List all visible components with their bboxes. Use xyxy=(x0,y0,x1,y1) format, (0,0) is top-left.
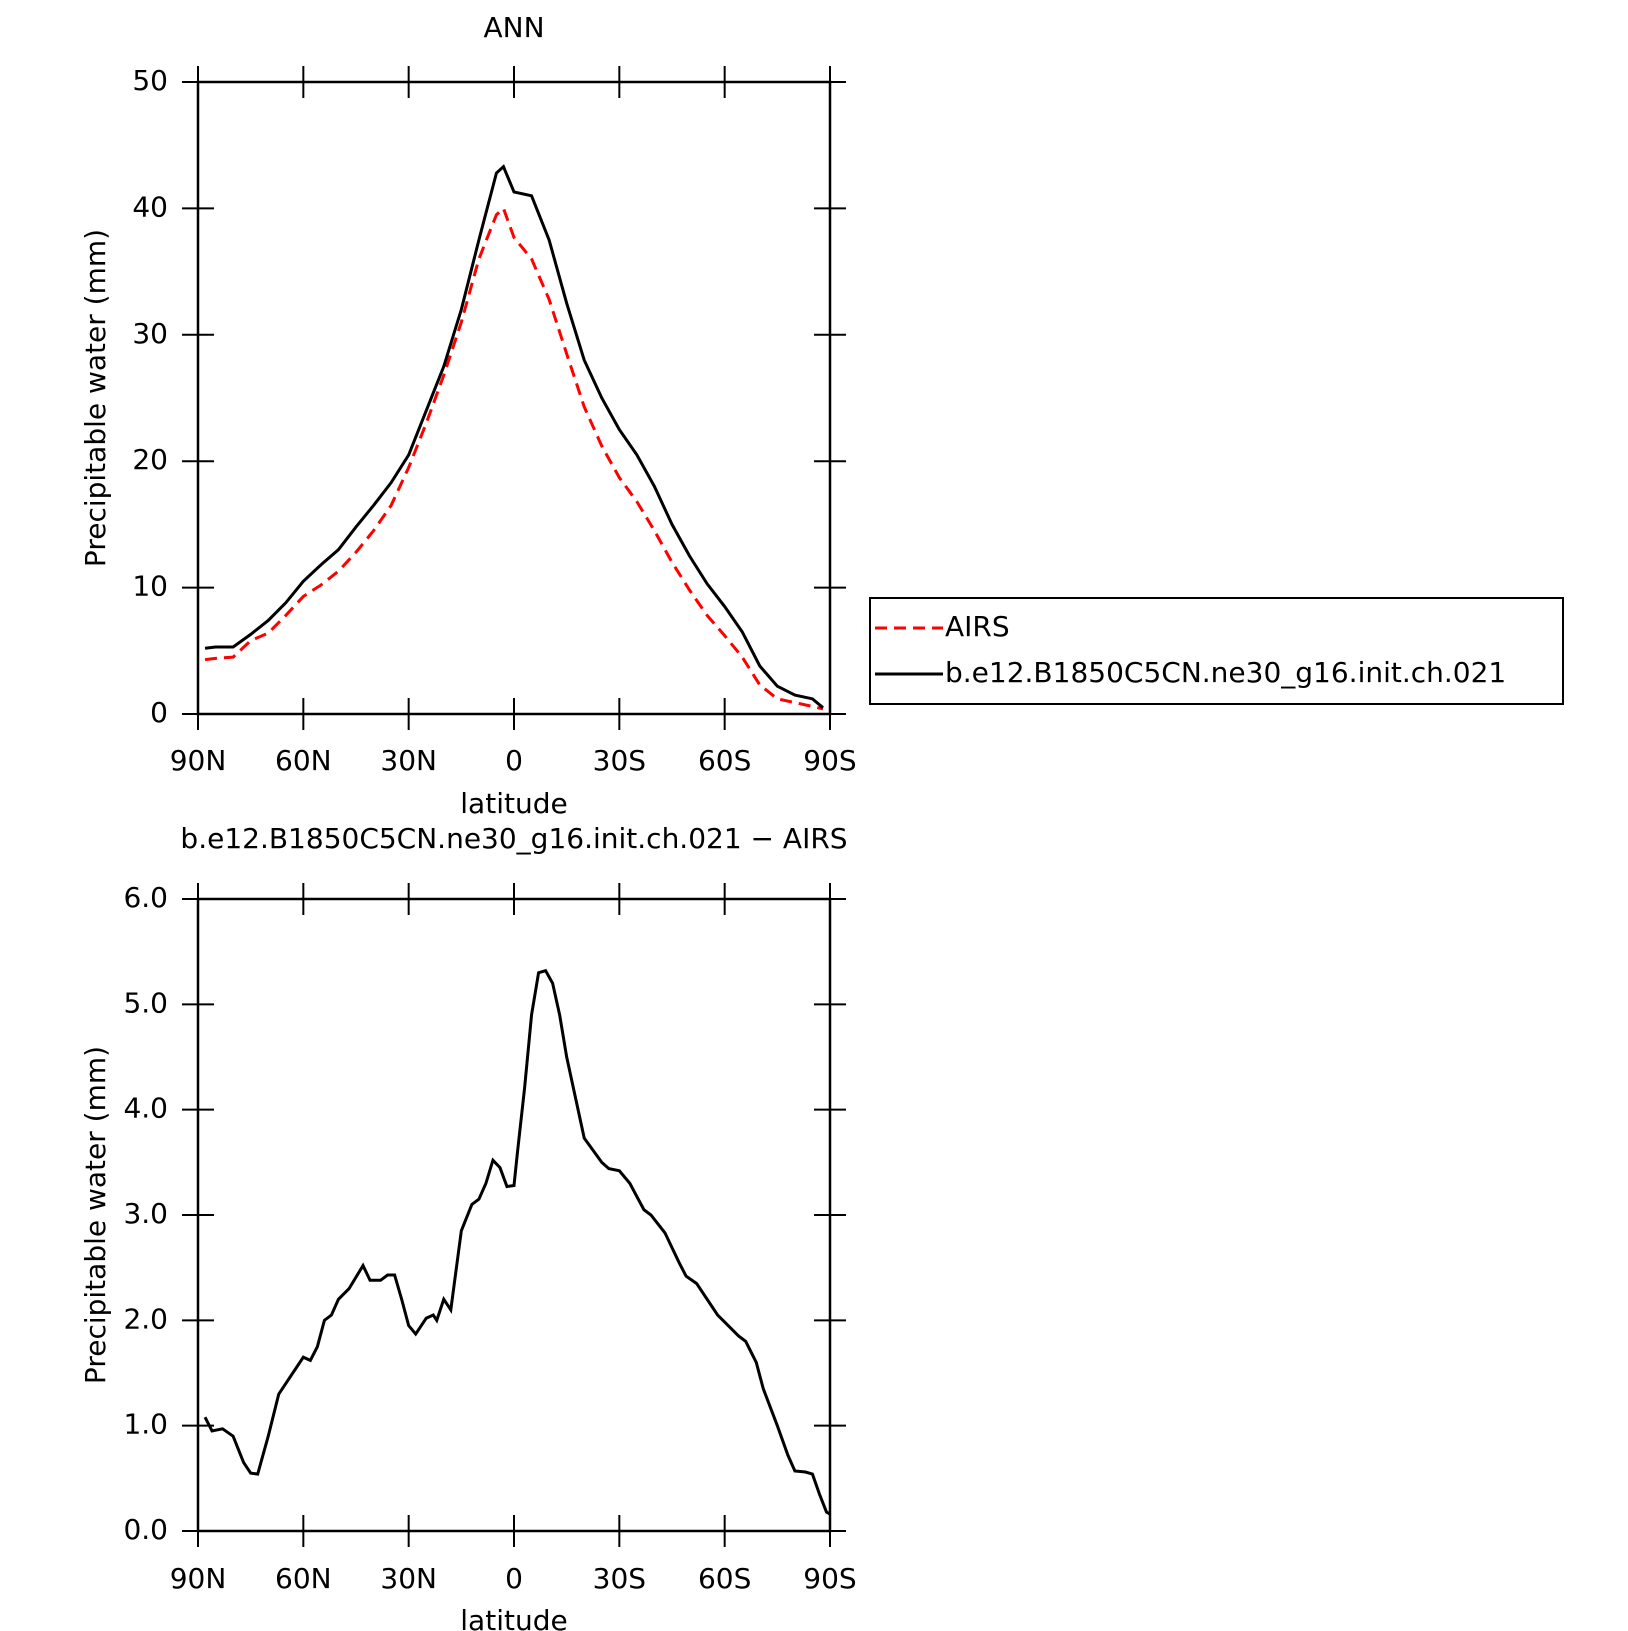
x-tick-label: 30N xyxy=(380,1562,437,1595)
x-tick-label: 90N xyxy=(170,1562,227,1595)
x-tick-label: 60N xyxy=(275,744,332,777)
y-tick-label: 5.0 xyxy=(123,986,168,1019)
x-tick-label: 90S xyxy=(803,1562,856,1595)
x-tick-label: 30S xyxy=(593,1562,646,1595)
y-tick-label: 50 xyxy=(132,64,168,97)
x-tick-label: 60N xyxy=(275,1562,332,1595)
chart-title: ANN xyxy=(483,11,544,44)
x-tick-label: 90N xyxy=(170,744,227,777)
y-tick-label: 0.0 xyxy=(123,1513,168,1546)
y-tick-label: 0 xyxy=(150,696,168,729)
y-tick-label: 10 xyxy=(132,570,168,603)
x-tick-label: 30N xyxy=(380,744,437,777)
plot-frame xyxy=(196,897,832,1533)
legend-box xyxy=(869,597,1564,705)
legend-label: b.e12.B1850C5CN.ne30_g16.init.ch.021 xyxy=(945,656,1506,689)
plot-frame xyxy=(196,80,832,716)
x-tick-label: 0 xyxy=(505,744,523,777)
chart-title: b.e12.B1850C5CN.ne30_g16.init.ch.021 − A… xyxy=(180,822,847,855)
data-line xyxy=(204,164,824,709)
x-tick-label: 90S xyxy=(803,744,856,777)
y-tick-label: 40 xyxy=(132,190,168,223)
x-tick-label: 60S xyxy=(698,744,751,777)
y-tick-label: 1.0 xyxy=(123,1408,168,1441)
y-axis-label: Precipitable water (mm) xyxy=(79,229,112,567)
y-tick-label: 2.0 xyxy=(123,1302,168,1335)
y-tick-label: 4.0 xyxy=(123,1092,168,1125)
legend-label: AIRS xyxy=(945,610,1010,643)
y-tick-label: 20 xyxy=(132,443,168,476)
y-axis-label: Precipitable water (mm) xyxy=(79,1046,112,1384)
y-tick-label: 3.0 xyxy=(123,1197,168,1230)
x-axis-label: latitude xyxy=(460,1604,567,1631)
x-tick-label: 30S xyxy=(593,744,646,777)
data-line xyxy=(204,205,824,711)
data-line xyxy=(203,968,831,1516)
x-tick-label: 0 xyxy=(505,1562,523,1595)
y-tick-label: 6.0 xyxy=(123,881,168,914)
x-tick-label: 60S xyxy=(698,1562,751,1595)
x-axis-label: latitude xyxy=(460,787,567,820)
y-tick-label: 30 xyxy=(132,317,168,350)
